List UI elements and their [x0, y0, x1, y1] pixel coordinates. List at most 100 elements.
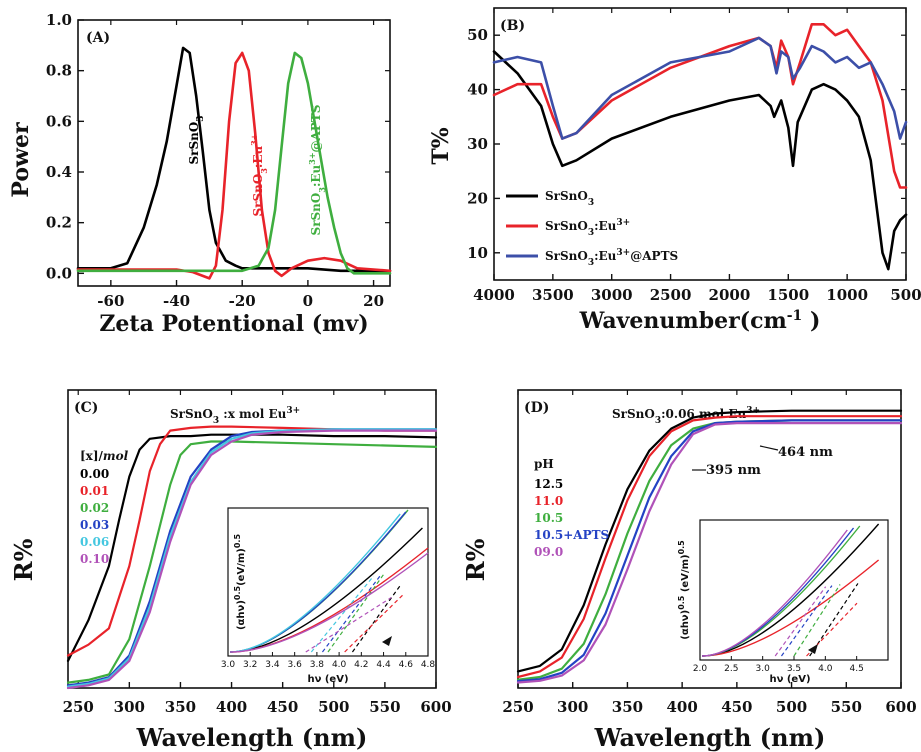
x-tick-label: 3500 [532, 286, 574, 304]
x-tick-label: 350 [165, 698, 196, 716]
panel-label-c: (C) [74, 400, 98, 416]
annotation-464: 464 nm [778, 445, 833, 460]
inset-x-tick-label: 3.0 [756, 664, 771, 674]
legend-label-0-10: 0.10 [80, 552, 109, 566]
inset-x-tick-label: 4.2 [354, 660, 368, 670]
inset-x-label-d: hν (eV) [769, 674, 810, 685]
x-tick-label: -20 [229, 292, 256, 310]
x-tick-label: 450 [267, 698, 298, 716]
plot-frame-a [77, 19, 391, 287]
series-c [66, 425, 438, 690]
x-tick-label: -60 [97, 292, 124, 310]
x-tick-label: 500 [890, 286, 921, 304]
y-tick-label: 50 [467, 26, 488, 44]
legend-label-0-01: 0.01 [80, 484, 109, 498]
inset-tangent-line [793, 584, 841, 657]
annotation-395: 395 nm [706, 463, 761, 478]
inset-x-tick-label: 4.8 [421, 660, 436, 670]
y-axis-title-d: R% [461, 538, 490, 581]
y-tick-label: 0.2 [46, 214, 72, 232]
x-tick-label: 550 [369, 698, 400, 716]
x-tick-label: 400 [666, 698, 697, 716]
inset-tangent-line [321, 574, 382, 653]
plot-frame-d [517, 389, 902, 689]
y-tick-label: 0.6 [46, 112, 72, 130]
x-tick-label: 1000 [826, 286, 868, 304]
inset-frame-d [699, 519, 889, 661]
y-tick-label: 40 [467, 81, 488, 99]
x-tick-label: 500 [776, 698, 807, 716]
y-tick-label: 20 [467, 189, 488, 207]
series-line-0-00 [66, 433, 438, 663]
inset-curve [229, 513, 401, 653]
inset-c: 3.0 3.2 3.4 3.6 3.8 4.0 4.2 4.4 4.6 4.8 hν (eV) (… [221, 507, 436, 685]
x-tick-label: 350 [612, 698, 643, 716]
series-line-srsno3 [492, 50, 908, 271]
x-axis-title-d: Wavelength (nm) [594, 723, 826, 752]
panel-label-d: (D) [524, 400, 549, 416]
x-tick-label: 1500 [767, 286, 809, 304]
y-tick-label: 0.4 [46, 163, 72, 181]
inset-curve [701, 529, 848, 657]
inset-curve [229, 552, 429, 653]
inset-x-tick-label: 2.5 [724, 664, 738, 674]
inset-d: 2.0 2.5 3.0 3.5 4.0 4.5 hν (eV) (αhν)0.5 (eV/… [677, 519, 889, 685]
y-axis-title-a: Power [8, 122, 34, 198]
legend-title-d: pH [534, 457, 554, 471]
inset-series-c [229, 509, 429, 653]
series-line-srsno3-eu3 [76, 51, 392, 280]
series-d [516, 409, 903, 684]
x-tick-label: 300 [114, 698, 145, 716]
legend-label-10-5: 10.5 [534, 511, 563, 525]
inset-x-tick-label: 3.4 [265, 660, 280, 670]
legend-label-0-02: 0.02 [80, 501, 109, 515]
ticks-d: 250 300 350 400 450 500 550 600 [502, 390, 917, 716]
legend-title-c: [x]/mol [80, 449, 129, 463]
series-a [76, 46, 392, 280]
y-tick-label: 0.0 [46, 264, 72, 282]
inset-tangent-line [305, 597, 392, 653]
inset-y-label-d: (αhν)0.5 (eV/m)0.5 [677, 540, 692, 640]
x-tick-label: 2500 [650, 286, 692, 304]
series-line-11-0 [516, 415, 903, 679]
inset-tangent-line [327, 573, 385, 653]
inset-x-tick-label: 4.4 [376, 660, 391, 670]
inset-x-tick-label: 4.0 [818, 664, 833, 674]
legend-label-srsno3-eu-apts: SrSnO3:Eu3+@APTS [545, 248, 678, 268]
y-tick-label: 30 [467, 135, 488, 153]
inset-tangent-line [806, 602, 858, 657]
series-line-0-10 [66, 429, 438, 690]
y-axis-title-c: R% [9, 538, 38, 581]
x-tick-label: 0 [303, 292, 313, 310]
series-line-09-0 [516, 422, 903, 684]
panel-b: (B) 4000 3500 3000 2500 2000 1500 1000 500 10 20 3… [428, 7, 921, 334]
legend-label-10-5-apts: 10.5+APTS [534, 528, 609, 542]
x-tick-label: -40 [163, 292, 190, 310]
inset-tangent-line [780, 585, 833, 657]
y-tick-label: 10 [467, 244, 488, 262]
legend-label-srsno3: SrSnO3 [545, 189, 594, 208]
inset-x-tick-label: 4.0 [332, 660, 347, 670]
inset-curve [701, 559, 880, 657]
inset-x-tick-label: 3.6 [288, 660, 303, 670]
ticks-a: -60 -40 -20 0 20 0.0 0.2 0.4 0.6 0.8 1.0 [46, 11, 390, 310]
x-tick-label: 250 [502, 698, 533, 716]
x-tick-label: 550 [831, 698, 862, 716]
legend-d: 12.5 11.0 10.5 10.5+APTS 09.0 [534, 477, 609, 559]
inset-frame-c [227, 507, 429, 657]
inset-series-d [701, 523, 880, 657]
x-tick-label: 400 [216, 698, 247, 716]
x-tick-label: 450 [721, 698, 752, 716]
panel-a: (A) -60 -40 -20 0 20 0.0 0.2 0.4 0.6 0.8 1.0 Zeta … [8, 11, 392, 337]
panel-c: (C) SrSnO3 :x mol Eu3+ 250 300 350 400 450 50… [9, 389, 452, 752]
legend-b: SrSnO3 SrSnO3:Eu3+ SrSnO3:Eu3+@APTS [506, 189, 678, 268]
inset-x-label-c: hν (eV) [307, 674, 348, 685]
y-axis-title-b: T% [428, 127, 454, 164]
legend-label-11-0: 11.0 [534, 494, 563, 508]
x-tick-label: 600 [420, 698, 451, 716]
inset-x-tick-label: 4.6 [399, 660, 414, 670]
series-line-12-5 [516, 409, 903, 673]
ticks-b: 4000 3500 3000 2500 2000 1500 1000 500 10 20 30 40 5… [467, 8, 921, 304]
y-tick-label: 0.8 [46, 62, 72, 80]
